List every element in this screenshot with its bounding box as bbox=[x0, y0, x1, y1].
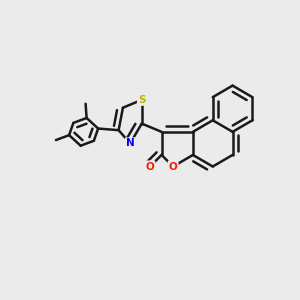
Text: O: O bbox=[146, 161, 154, 172]
Text: S: S bbox=[138, 95, 146, 105]
Text: N: N bbox=[126, 138, 135, 148]
Text: O: O bbox=[169, 161, 178, 172]
